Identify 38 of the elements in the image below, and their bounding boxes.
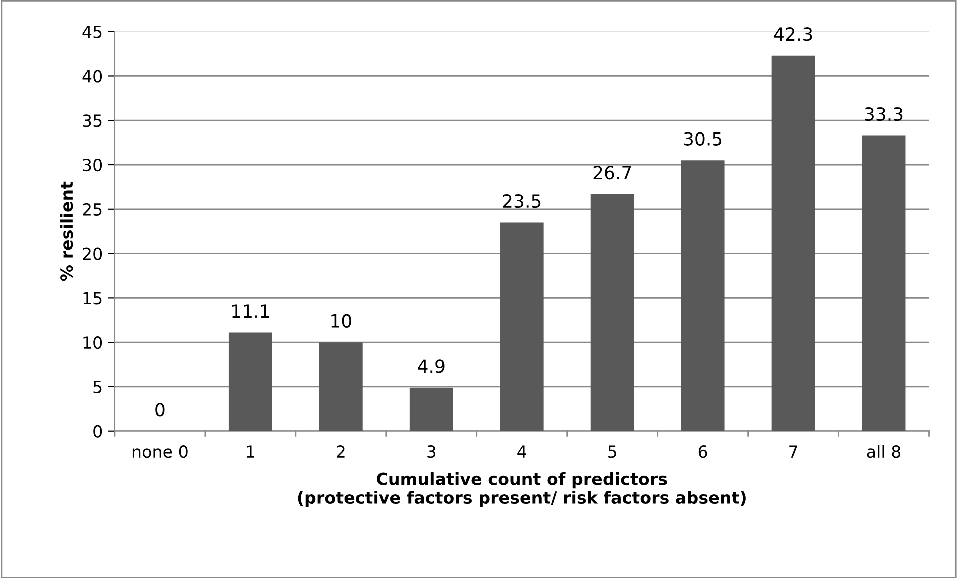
data-label: 30.5 bbox=[684, 132, 722, 146]
y-tick-label: 45 bbox=[82, 26, 102, 38]
data-label: 11.1 bbox=[232, 304, 270, 318]
data-label: 4.9 bbox=[418, 360, 445, 374]
data-label: 33.3 bbox=[865, 107, 903, 122]
y-tick-label: 20 bbox=[83, 248, 102, 260]
bar bbox=[681, 160, 725, 432]
y-tick-label: 5 bbox=[94, 381, 102, 394]
y-tick-label: 25 bbox=[83, 203, 102, 216]
y-tick-label: 10 bbox=[84, 336, 102, 350]
x-tick-label: 4 bbox=[518, 446, 526, 458]
bar bbox=[228, 332, 272, 432]
x-tick-label: 6 bbox=[698, 446, 708, 458]
x-tick-label: all 8 bbox=[867, 445, 901, 458]
data-label: 26.7 bbox=[594, 166, 632, 180]
bar bbox=[862, 136, 906, 432]
x-tick-label: 7 bbox=[790, 446, 798, 458]
y-tick-label: 40 bbox=[82, 70, 102, 83]
x-tick-label: 5 bbox=[608, 446, 616, 458]
data-label: 42.3 bbox=[774, 28, 812, 42]
x-axis-title: Cumulative count of predictors (protective factors present/ risk factors absent) bbox=[298, 472, 746, 508]
data-label: 23.5 bbox=[503, 194, 541, 208]
bar bbox=[410, 388, 454, 432]
data-label: 10 bbox=[332, 314, 352, 328]
y-tick-label: 15 bbox=[84, 292, 102, 305]
bar bbox=[500, 222, 544, 432]
y-tick-label: 0 bbox=[94, 425, 102, 438]
x-tick-label: none 0 bbox=[132, 446, 188, 458]
x-tick-label: 2 bbox=[337, 446, 345, 458]
bar bbox=[319, 342, 363, 432]
bar bbox=[772, 56, 816, 432]
y-tick-label: 30 bbox=[83, 158, 102, 172]
x-tick-label: 1 bbox=[247, 446, 254, 458]
y-tick-label: 35 bbox=[83, 114, 102, 128]
data-label: 0 bbox=[156, 403, 165, 417]
x-tick-label: 3 bbox=[428, 446, 436, 458]
bar bbox=[590, 194, 634, 432]
y-axis-title: % resilient bbox=[60, 182, 74, 282]
